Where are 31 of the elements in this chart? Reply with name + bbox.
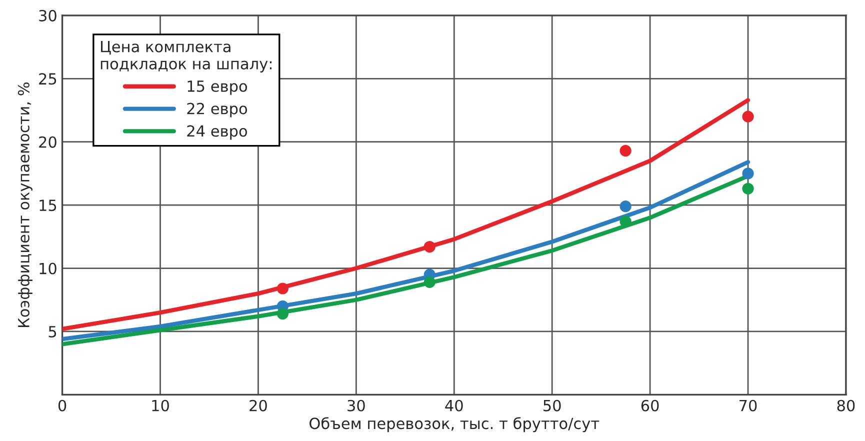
- y-axis-title: Коэффициент окупаемости, %: [18, 82, 32, 327]
- x-tick-label: 30: [348, 400, 365, 412]
- point: [742, 168, 754, 180]
- point: [424, 276, 436, 288]
- x-axis-title: Объем перевозок, тыс. т брутто/сут: [310, 417, 600, 432]
- x-tick-label: 0: [58, 400, 66, 412]
- y-tick-label: 20: [39, 136, 56, 148]
- x-tick-label: 20: [250, 400, 267, 412]
- point: [276, 282, 289, 294]
- y-tick-label: 15: [40, 200, 56, 212]
- legend-label: 15 евро: [188, 80, 248, 95]
- point: [276, 308, 289, 320]
- y-tick-label: 25: [39, 73, 56, 85]
- point: [742, 110, 754, 122]
- line-series: [62, 98, 750, 332]
- x-tick-label: 40: [445, 400, 463, 412]
- legend-title: Цена комплекта подкладок на шпалу:: [100, 41, 272, 72]
- legend-label: 24 евро: [187, 125, 248, 140]
- point: [620, 200, 632, 212]
- point: [742, 182, 754, 194]
- y-tick-label: 5: [48, 326, 56, 338]
- y-tick-label: 30: [39, 10, 56, 22]
- x-tick-label: 70: [740, 400, 757, 412]
- x-tick-label: 80: [837, 400, 855, 412]
- y-tick-label: 10: [40, 262, 56, 274]
- x-tick-label: 60: [641, 400, 659, 412]
- x-tick-label: 10: [152, 400, 169, 412]
- point: [424, 240, 436, 253]
- legend-label: 22 евро: [187, 102, 248, 118]
- point: [620, 144, 632, 157]
- x-tick-label: 50: [544, 400, 561, 412]
